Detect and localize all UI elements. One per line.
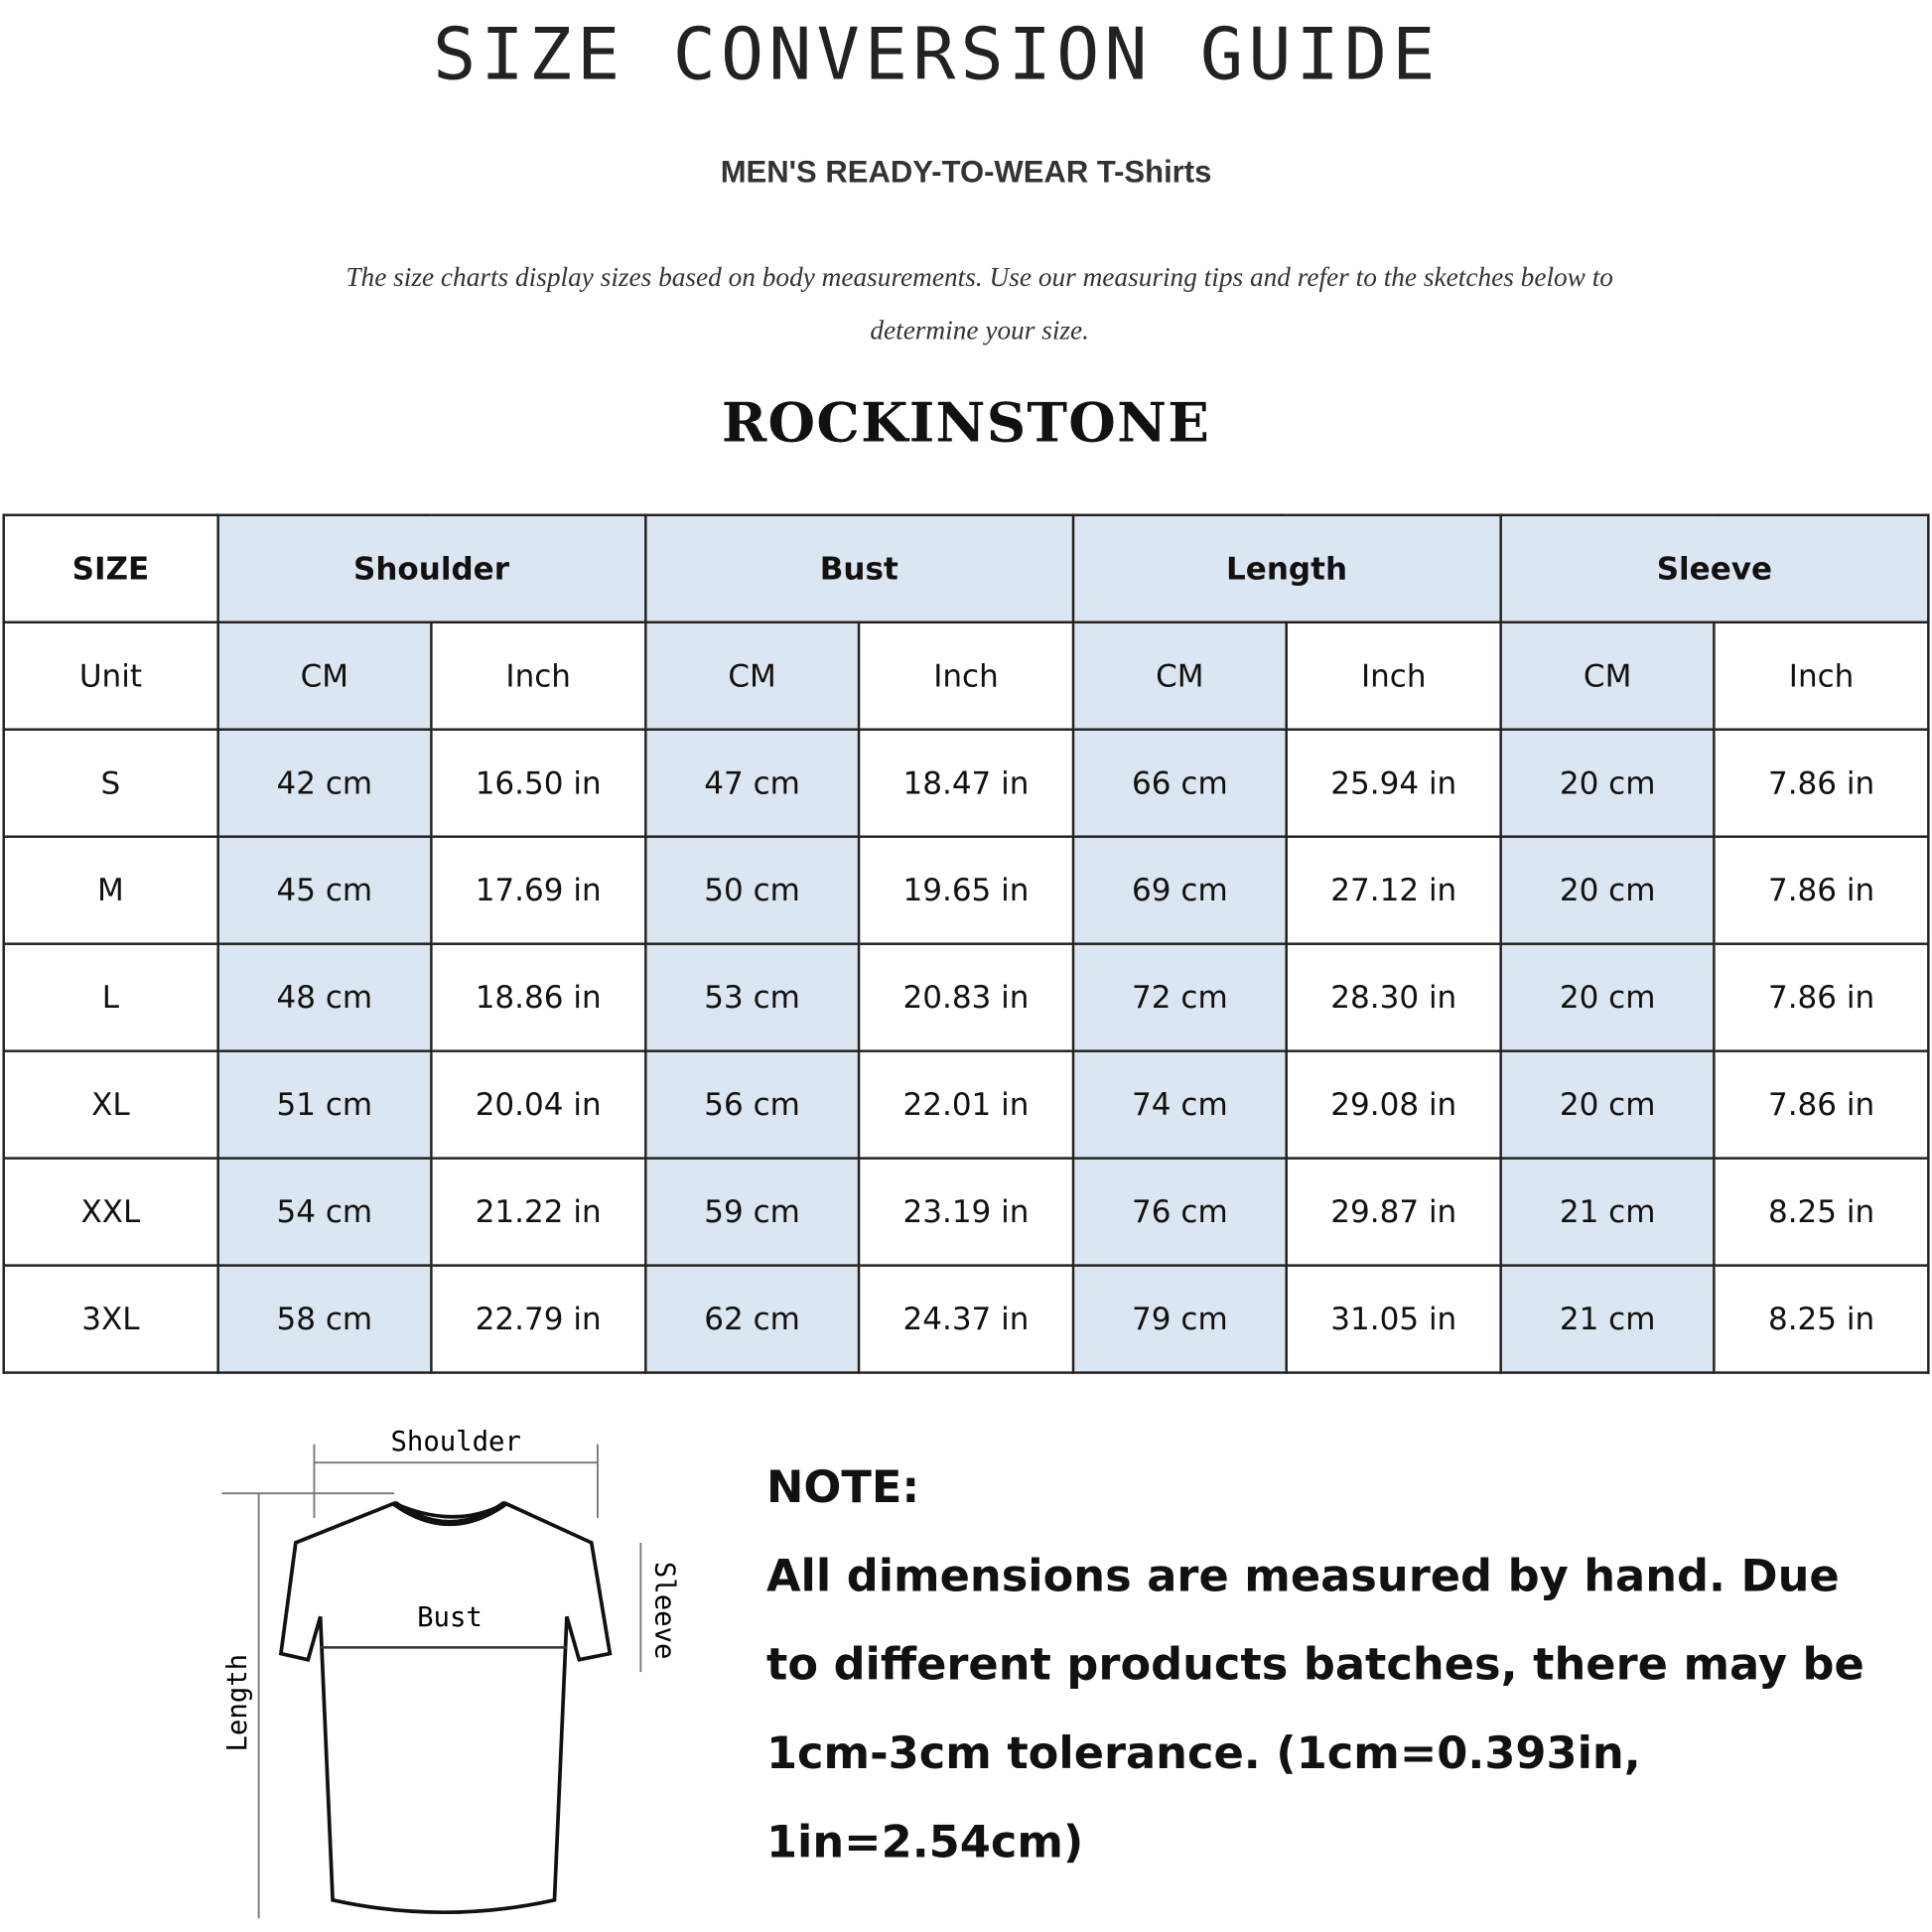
sketch-label-shoulder: Shoulder (390, 1427, 520, 1457)
unit-header: Inch (858, 621, 1074, 731)
unit-row: Unit CM Inch CM Inch CM Inch CM Inch (2, 621, 1930, 731)
measurement-cell: 72 cm (1071, 942, 1289, 1052)
measurement-cell: 8.25 in (1713, 1264, 1930, 1374)
measurement-cell: 25.94 in (1285, 728, 1502, 838)
measurement-cell: 20 cm (1499, 728, 1717, 838)
size-header: SIZE (2, 513, 219, 623)
unit-header: CM (1071, 621, 1289, 731)
measurement-cell: 7.86 in (1713, 835, 1930, 945)
table-row: 3XL 58 cm 22.79 in 62 cm 24.37 in 79 cm 31.05 … (2, 1264, 1930, 1374)
measurement-cell: 53 cm (643, 942, 861, 1052)
group-header-length: Length (1071, 513, 1502, 623)
group-header-bust: Bust (643, 513, 1074, 623)
measurement-cell: 20.83 in (858, 942, 1074, 1052)
description: The size charts display sizes based on b… (345, 261, 1613, 345)
measurement-cell: 24.37 in (858, 1264, 1074, 1374)
measurement-cell: 20 cm (1499, 835, 1717, 945)
measurement-cell: 21 cm (1499, 1157, 1717, 1267)
measurement-cell: 20 cm (1499, 942, 1717, 1052)
measurement-cell: 18.47 in (858, 728, 1074, 838)
sketch-label-bust: Bust (417, 1602, 483, 1633)
group-header-shoulder: Shoulder (215, 513, 647, 623)
size-cell: 3XL (2, 1264, 219, 1374)
measurement-cell: 19.65 in (858, 835, 1074, 945)
size-cell: XXL (2, 1157, 219, 1267)
measurement-cell: 51 cm (215, 1049, 433, 1160)
table-row: XL 51 cm 20.04 in 56 cm 22.01 in 74 cm 29.08 i… (2, 1049, 1930, 1160)
table-row: XXL 54 cm 21.22 in 59 cm 23.19 in 76 cm 29.87 … (2, 1157, 1930, 1267)
unit-header: CM (1499, 621, 1717, 731)
measurement-cell: 50 cm (643, 835, 861, 945)
unit-header: CM (643, 621, 861, 731)
measurement-cell: 45 cm (215, 835, 433, 945)
measurement-cell: 7.86 in (1713, 728, 1930, 838)
brand-name: ROCKINSTONE (721, 391, 1211, 455)
note: NOTE: All dimensions are measured by han… (766, 1445, 1875, 1888)
note-heading: NOTE: (765, 1462, 920, 1514)
tshirt-sketch: Shoulder Bust Length Sleeve (221, 1427, 679, 1919)
measurement-cell: 22.79 in (430, 1264, 647, 1374)
measurement-cell: 62 cm (643, 1264, 861, 1374)
table-row: L 48 cm 18.86 in 53 cm 20.83 in 72 cm 28.30 in… (2, 942, 1930, 1052)
size-cell: L (2, 942, 219, 1052)
measurement-cell: 31.05 in (1285, 1264, 1502, 1374)
unit-header: Inch (1285, 621, 1502, 731)
measurement-cell: 8.25 in (1713, 1157, 1930, 1267)
measurement-cell: 27.12 in (1285, 835, 1502, 945)
measurement-cell: 20 cm (1499, 1049, 1717, 1160)
measurement-cell: 58 cm (215, 1264, 433, 1374)
size-cell: XL (2, 1049, 219, 1160)
sketch-label-sleeve: Sleeve (648, 1562, 679, 1660)
measurement-cell: 20.04 in (430, 1049, 647, 1160)
measurement-cell: 22.01 in (858, 1049, 1074, 1160)
measurement-cell: 56 cm (643, 1049, 861, 1160)
measurement-cell: 16.50 in (430, 728, 647, 838)
measurement-cell: 74 cm (1071, 1049, 1289, 1160)
measurement-cell: 28.30 in (1285, 942, 1502, 1052)
measurement-cell: 7.86 in (1713, 942, 1930, 1052)
size-cell: S (2, 728, 219, 838)
measurement-cell: 29.08 in (1285, 1049, 1502, 1160)
sketch-label-length: Length (222, 1654, 253, 1752)
measurement-cell: 29.87 in (1285, 1157, 1502, 1267)
size-table: SIZE Shoulder Bust Length Sleeve Unit CM Inch CM… (2, 513, 1930, 1374)
measurement-cell: 76 cm (1071, 1157, 1289, 1267)
group-header-row: SIZE Shoulder Bust Length Sleeve (2, 513, 1930, 623)
table-row: S 42 cm 16.50 in 47 cm 18.47 in 66 cm 25.94 in… (2, 728, 1930, 838)
measurement-cell: 21.22 in (430, 1157, 647, 1267)
measurement-cell: 48 cm (215, 942, 433, 1052)
measurement-cell: 59 cm (643, 1157, 861, 1267)
measurement-cell: 7.86 in (1713, 1049, 1930, 1160)
unit-header: Inch (1713, 621, 1930, 731)
measurement-cell: 42 cm (215, 728, 433, 838)
measurement-cell: 47 cm (643, 728, 861, 838)
measurement-cell: 23.19 in (858, 1157, 1074, 1267)
unit-header: CM (215, 621, 433, 731)
measurement-cell: 66 cm (1071, 728, 1289, 838)
measurement-cell: 69 cm (1071, 835, 1289, 945)
unit-label: Unit (2, 621, 219, 731)
measurement-cell: 17.69 in (430, 835, 647, 945)
unit-header: Inch (430, 621, 647, 731)
size-cell: M (2, 835, 219, 945)
measurement-cell: 54 cm (215, 1157, 433, 1267)
measurement-cell: 21 cm (1499, 1264, 1717, 1374)
page-title: SIZE CONVERSION GUIDE (433, 12, 1441, 96)
table-row: M 45 cm 17.69 in 50 cm 19.65 in 69 cm 27.12 in… (2, 835, 1930, 945)
measurement-cell: 79 cm (1071, 1264, 1289, 1374)
note-text: All dimensions are measured by hand. Due… (765, 1551, 1864, 1868)
group-header-sleeve: Sleeve (1499, 513, 1930, 623)
measurement-cell: 18.86 in (430, 942, 647, 1052)
subtitle: MEN'S READY-TO-WEAR T-Shirts (720, 155, 1212, 191)
